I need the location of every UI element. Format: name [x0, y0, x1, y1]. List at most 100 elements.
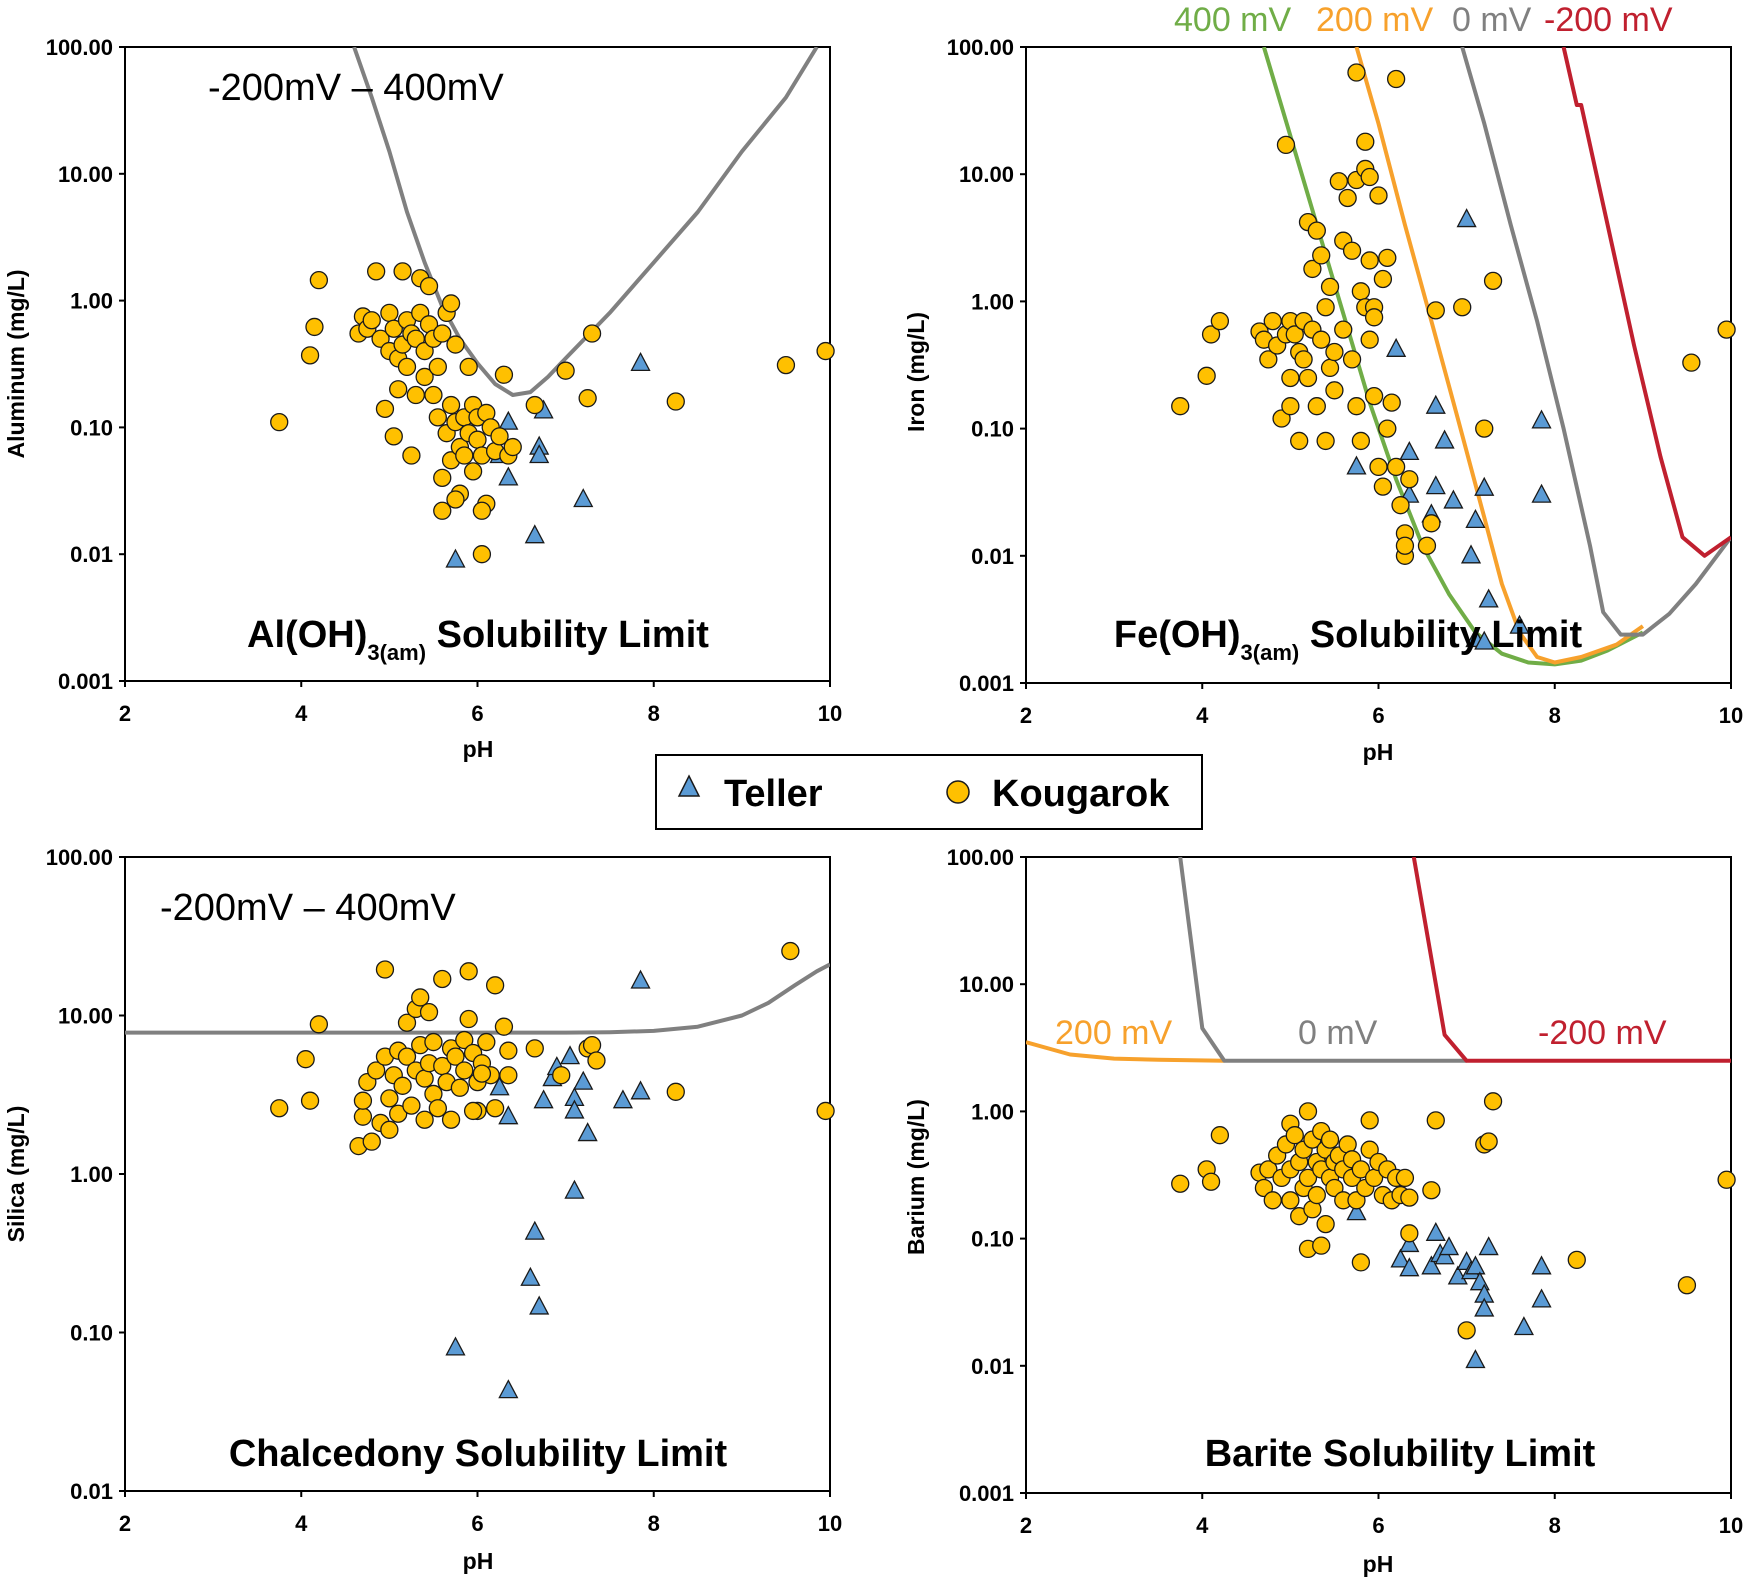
iron-teller-point [1434, 429, 1455, 449]
barium-kougarok-point [1351, 1253, 1371, 1272]
iron-chart: 0.001 0.01 0.10 1.00 10.00 100.00 2 4 6 8 10 Fe(O… [903, 1, 1743, 765]
aluminum-kougarok-point [428, 357, 447, 377]
aluminum-kougarok-point [446, 335, 465, 354]
iron-teller-point [1386, 337, 1407, 357]
iron-kougarok-point [1426, 301, 1445, 320]
aluminum-kougarok-point [468, 430, 487, 449]
silica-kougarok-point [455, 1030, 474, 1050]
barium-y-axis-title: Barium (mg/L) [903, 1099, 929, 1255]
silica-kougarok-point [419, 1002, 439, 1022]
aluminum-kougarok-point [503, 437, 522, 457]
silica-kougarok-point [816, 1101, 835, 1121]
iron-kougarok-point [1342, 350, 1362, 369]
barium-kougarok-point [1395, 1168, 1415, 1188]
iron-kougarok-point [1382, 393, 1401, 412]
silica-kougarok-point [375, 960, 395, 979]
iron-plot-area [1025, 46, 1732, 684]
barium-kougarok-point [1259, 1160, 1278, 1179]
iron-teller-point [1399, 441, 1420, 461]
legend: Teller Kougarok [655, 754, 1203, 830]
barium-kougarok-point [1360, 1140, 1379, 1159]
silica-kougarok-point [499, 1041, 518, 1060]
barium-x-tick-label: 2 [1020, 1513, 1032, 1538]
iron-teller-point [1465, 508, 1486, 528]
barium-kougarok-point [1298, 1168, 1318, 1188]
silica-kougarok-point [402, 1096, 421, 1115]
silica-teller-point [577, 1122, 598, 1142]
iron-teller-point [1346, 455, 1367, 475]
aluminum-range-note: -200mV – 400mV [208, 67, 504, 109]
iron-kougarok-point [1201, 325, 1221, 344]
iron-solubility-curve-3 [1561, 47, 1731, 558]
iron-kougarok-point [1373, 269, 1393, 289]
iron-teller-point [1509, 614, 1530, 634]
barium-teller-point [1421, 1255, 1442, 1275]
aluminum-kougarok-point [389, 380, 408, 399]
iron-kougarok-point [1395, 536, 1415, 555]
silica-teller-point [533, 1089, 554, 1109]
aluminum-kougarok-point [433, 324, 452, 343]
iron-y-tick-label: 1.00 [971, 289, 1014, 314]
iron-kougarok-point [1369, 457, 1388, 477]
barium-teller-point [1478, 1236, 1499, 1256]
iron-teller-point [1456, 208, 1477, 228]
silica-kougarok-point [446, 1047, 465, 1066]
barium-teller-point [1438, 1236, 1460, 1256]
iron-kougarok-point [1717, 320, 1736, 339]
barium-teller-point [1465, 1349, 1486, 1369]
silica-kougarok-point [389, 1104, 408, 1123]
silica-y-tick-label: 1.00 [70, 1162, 113, 1187]
barium-kougarok-point [1171, 1174, 1190, 1193]
barium-kougarok-point [1400, 1224, 1419, 1243]
aluminum-kougarok-point [428, 408, 447, 427]
iron-y-tick-label: 10.00 [959, 162, 1014, 187]
silica-kougarok-point [433, 969, 452, 989]
barium-kougarok-point [1325, 1178, 1344, 1198]
aluminum-kougarok-point [776, 355, 796, 375]
iron-y-tick-label: 0.001 [959, 671, 1014, 696]
barium-teller-point [1434, 1245, 1455, 1265]
silica-kougarok-point [472, 1064, 492, 1083]
barium-x-tick-label: 10 [1719, 1513, 1743, 1538]
barium-y-tick-label: 0.001 [959, 1481, 1014, 1506]
barium-kougarok-point [1312, 1236, 1331, 1255]
barium-teller-point [1399, 1257, 1420, 1277]
aluminum-teller-point [498, 410, 519, 430]
silica-teller-point [564, 1099, 585, 1119]
silica-kougarok-point [499, 1066, 518, 1085]
aluminum-kougarok-point [367, 262, 386, 281]
silica-kougarok-point [380, 1089, 399, 1108]
aluminum-teller-point [529, 444, 550, 464]
iron-x-tick-label: 10 [1719, 703, 1743, 728]
silica-chart: 0.01 0.10 1.00 10.00 100.00 2 4 6 8 10 -200mV – … [3, 845, 842, 1574]
silica-kougarok-point [485, 1099, 505, 1118]
iron-teller-point [1474, 630, 1495, 650]
barium-kougarok-point [1210, 1126, 1230, 1145]
iron-y-tick-label: 0.01 [971, 544, 1014, 569]
aluminum-solubility-curve-0 [352, 47, 819, 397]
barium-teller-point [1346, 1201, 1367, 1221]
silica-kougarok-point [362, 1132, 381, 1151]
iron-kougarok-point [1312, 246, 1331, 265]
iron-kougarok-point [1682, 353, 1701, 372]
barium-x-tick-label: 8 [1549, 1513, 1561, 1538]
aluminum-kougarok-point [433, 501, 452, 520]
aluminum-kougarok-point [472, 501, 492, 520]
barium-kougarok-point [1422, 1181, 1441, 1200]
aluminum-x-tick-label: 2 [119, 701, 131, 726]
aluminum-kougarok-point [305, 317, 324, 337]
silica-kougarok-point [441, 1110, 461, 1129]
iron-teller-point [1531, 409, 1552, 429]
barium-kougarok-point [1457, 1321, 1476, 1340]
iron-teller-point [1478, 588, 1499, 608]
aluminum-kougarok-point [406, 385, 425, 405]
silica-teller-point [573, 1070, 594, 1090]
silica-kougarok-point [582, 1036, 602, 1055]
barium-y-tick-label: 0.01 [971, 1354, 1014, 1379]
teller-legend-marker [677, 774, 701, 797]
barium-teller-point [1447, 1265, 1468, 1285]
aluminum-x-tick-label: 4 [295, 701, 308, 726]
aluminum-kougarok-point [375, 399, 395, 419]
barium-chart-title: Barite Solubility Limit [1205, 1433, 1596, 1475]
aluminum-kougarok-point [393, 262, 412, 281]
